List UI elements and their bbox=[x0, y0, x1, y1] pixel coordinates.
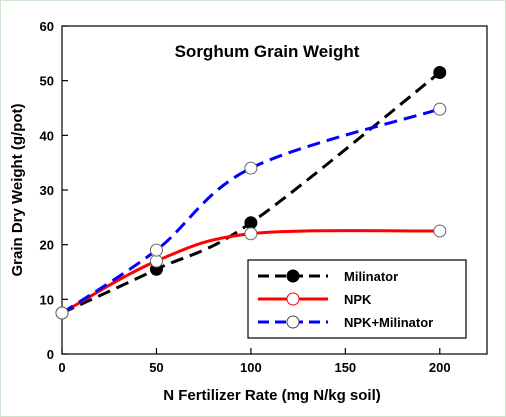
x-tick-label: 100 bbox=[240, 360, 262, 375]
y-axis-label: Grain Dry Weight (g/pot) bbox=[9, 103, 26, 276]
x-tick-label: 200 bbox=[429, 360, 451, 375]
legend-marker bbox=[286, 315, 300, 329]
data-point-npk-milinator bbox=[149, 243, 163, 257]
series-layer bbox=[55, 65, 447, 320]
x-tick-label: 150 bbox=[334, 360, 356, 375]
legend: Milinator NPK NPK+Milinator bbox=[247, 259, 467, 339]
x-tick-label: 50 bbox=[149, 360, 163, 375]
legend-marker bbox=[286, 269, 300, 283]
legend-label: Milinator bbox=[344, 269, 398, 284]
y-tick-label: 20 bbox=[40, 238, 54, 253]
y-tick-label: 60 bbox=[40, 19, 54, 34]
data-point-npk bbox=[244, 227, 258, 241]
legend-marker bbox=[286, 292, 300, 306]
axis-ticks: 0 50 100 150 200 0 10 20 30 40 50 60 bbox=[40, 19, 451, 375]
x-tick-label: 0 bbox=[58, 360, 65, 375]
data-point-npk-milinator bbox=[244, 161, 258, 175]
data-point-npk bbox=[149, 254, 163, 268]
x-axis-label: N Fertilizer Rate (mg N/kg soil) bbox=[163, 387, 381, 404]
series-line-npk bbox=[61, 229, 440, 315]
data-point-npk-milinator bbox=[433, 102, 447, 116]
series-line-npk-milinator bbox=[61, 107, 441, 315]
y-tick-label: 50 bbox=[40, 74, 54, 89]
legend-label: NPK bbox=[344, 292, 372, 307]
data-point-npk bbox=[433, 224, 447, 238]
legend-label: NPK+Milinator bbox=[344, 315, 433, 330]
y-tick-label: 10 bbox=[40, 292, 54, 307]
y-tick-label: 40 bbox=[40, 128, 54, 143]
y-tick-label: 0 bbox=[47, 347, 54, 362]
y-tick-label: 30 bbox=[40, 183, 54, 198]
chart-title: Sorghum Grain Weight bbox=[175, 42, 360, 61]
data-point-npk-milinator bbox=[55, 306, 69, 320]
data-point-milinator bbox=[244, 216, 258, 230]
data-point-milinator bbox=[433, 65, 447, 79]
